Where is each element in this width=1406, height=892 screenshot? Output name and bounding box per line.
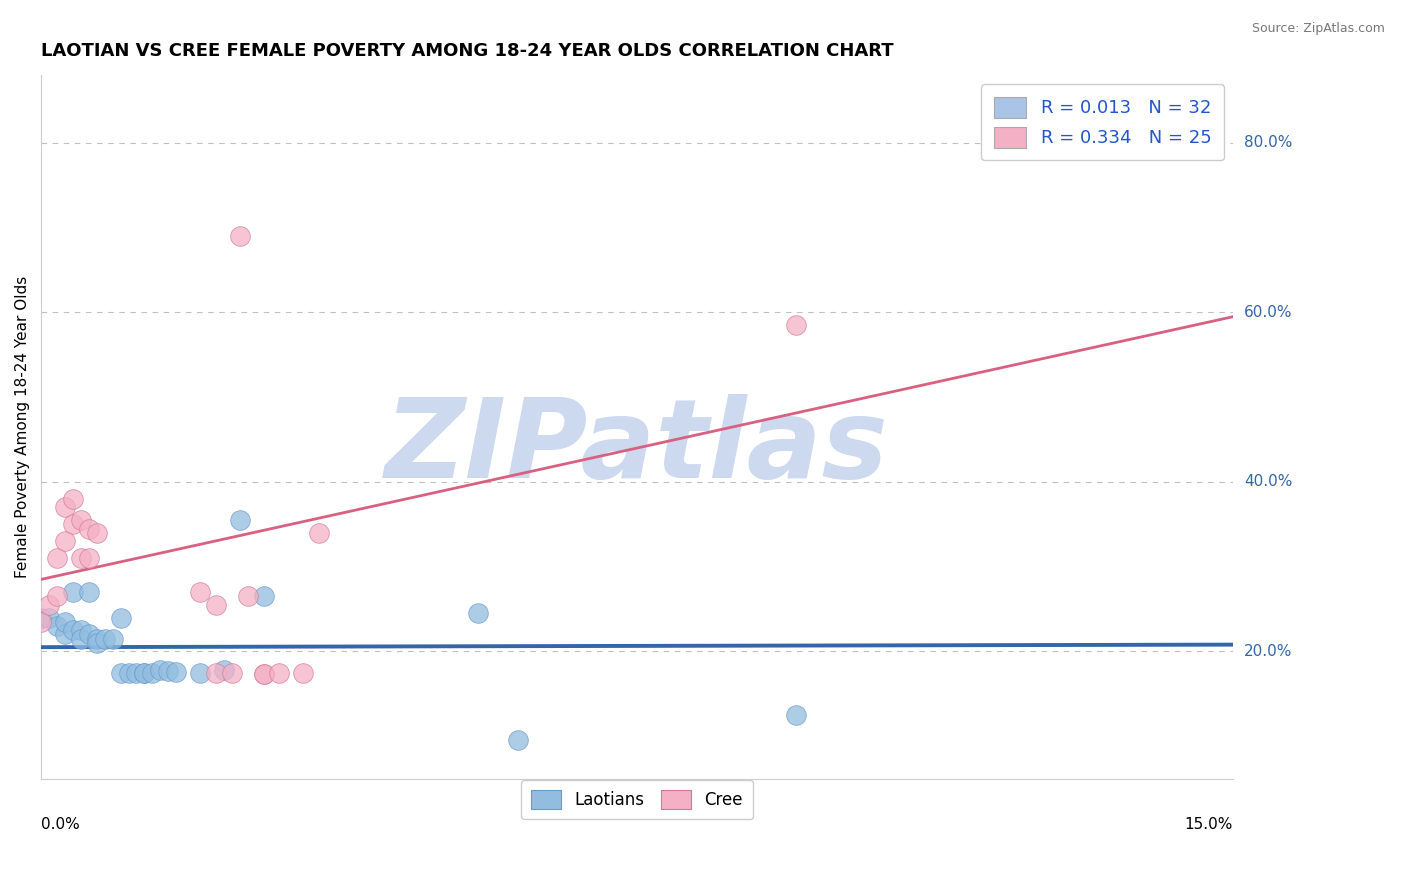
- Point: [269, 665, 291, 680]
- Point: [77, 585, 100, 599]
- Point: [188, 585, 211, 599]
- Y-axis label: Female Poverty Among 18-24 Year Olds: Female Poverty Among 18-24 Year Olds: [15, 276, 30, 578]
- Text: 15.0%: 15.0%: [1185, 817, 1233, 832]
- Point: [46, 551, 69, 566]
- Point: [149, 663, 172, 677]
- Point: [53, 627, 76, 641]
- Point: [125, 665, 148, 680]
- Point: [38, 598, 60, 612]
- Text: LAOTIAN VS CREE FEMALE POVERTY AMONG 18-24 YEAR OLDS CORRELATION CHART: LAOTIAN VS CREE FEMALE POVERTY AMONG 18-…: [41, 42, 894, 60]
- Point: [86, 632, 108, 646]
- Point: [62, 624, 84, 638]
- Point: [77, 551, 100, 566]
- Point: [110, 665, 132, 680]
- Point: [117, 665, 139, 680]
- Point: [101, 632, 124, 646]
- Point: [221, 665, 243, 680]
- Point: [157, 664, 180, 678]
- Point: [785, 318, 807, 333]
- Text: 40.0%: 40.0%: [1244, 475, 1292, 490]
- Point: [212, 663, 235, 677]
- Legend: Laotians, Cree: Laotians, Cree: [522, 780, 754, 820]
- Point: [53, 615, 76, 629]
- Point: [77, 522, 100, 536]
- Point: [69, 624, 91, 638]
- Point: [308, 525, 330, 540]
- Point: [134, 665, 156, 680]
- Point: [93, 632, 115, 646]
- Point: [205, 598, 228, 612]
- Point: [46, 619, 69, 633]
- Point: [62, 491, 84, 506]
- Point: [141, 665, 163, 680]
- Text: 0.0%: 0.0%: [41, 817, 80, 832]
- Point: [134, 665, 156, 680]
- Point: [53, 500, 76, 515]
- Point: [292, 665, 315, 680]
- Text: 20.0%: 20.0%: [1244, 644, 1292, 659]
- Point: [785, 708, 807, 723]
- Point: [229, 229, 252, 244]
- Point: [229, 513, 252, 527]
- Point: [110, 610, 132, 624]
- Point: [252, 667, 274, 681]
- Point: [86, 525, 108, 540]
- Point: [38, 610, 60, 624]
- Point: [205, 665, 228, 680]
- Point: [69, 513, 91, 527]
- Point: [467, 607, 489, 621]
- Text: ZIPatlas: ZIPatlas: [385, 394, 889, 501]
- Point: [62, 517, 84, 532]
- Point: [236, 590, 259, 604]
- Point: [30, 615, 52, 629]
- Point: [165, 665, 187, 679]
- Point: [30, 610, 52, 624]
- Text: Source: ZipAtlas.com: Source: ZipAtlas.com: [1251, 22, 1385, 36]
- Point: [188, 665, 211, 680]
- Point: [252, 590, 274, 604]
- Point: [53, 534, 76, 549]
- Point: [69, 551, 91, 566]
- Point: [77, 627, 100, 641]
- Point: [506, 733, 529, 747]
- Point: [62, 585, 84, 599]
- Text: 80.0%: 80.0%: [1244, 136, 1292, 151]
- Point: [46, 590, 69, 604]
- Point: [252, 667, 274, 681]
- Text: 60.0%: 60.0%: [1244, 305, 1292, 320]
- Point: [86, 636, 108, 650]
- Point: [69, 632, 91, 646]
